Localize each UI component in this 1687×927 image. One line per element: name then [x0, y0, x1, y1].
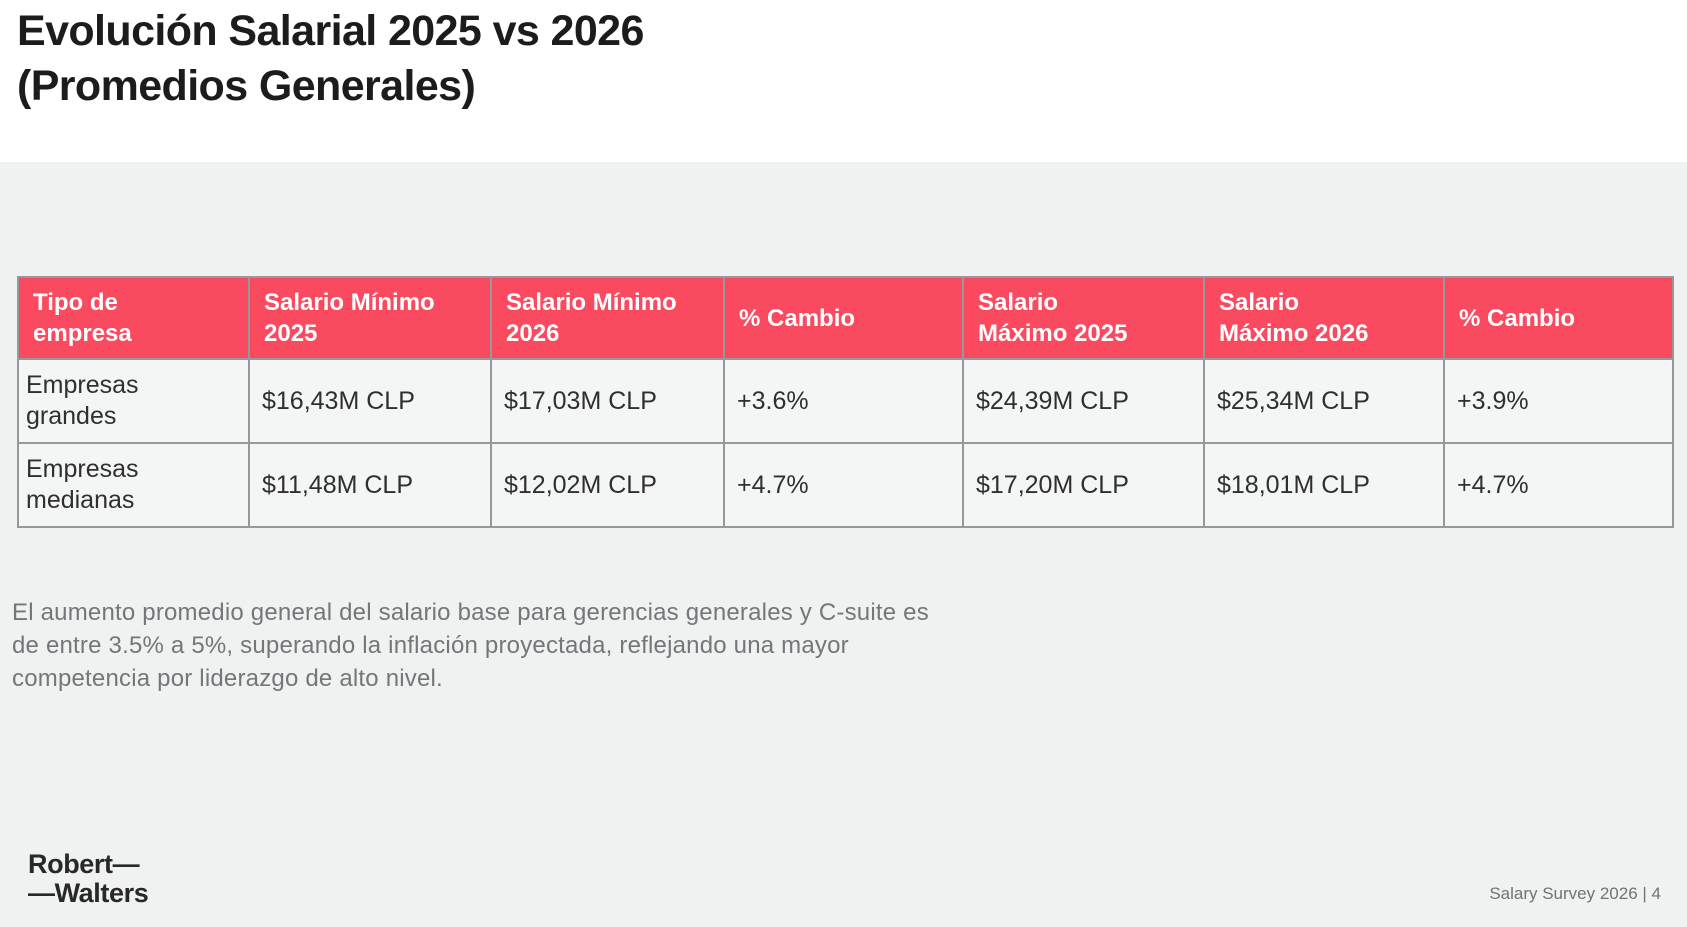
summary-note-line-3: competencia por liderazgo de alto nivel. — [12, 665, 443, 692]
cell-salario-maximo-2025: $24,39M CLP — [962, 358, 1205, 444]
col-header-cambio-maximo: % Cambio — [1443, 276, 1674, 360]
logo-line-2: —Walters — [28, 878, 149, 908]
cell-salario-maximo-2025: $17,20M CLP — [962, 442, 1205, 528]
summary-note-line-2: de entre 3.5% a 5%, superando la inflaci… — [12, 632, 849, 659]
title-section: Evolución Salarial 2025 vs 2026 (Promedi… — [0, 0, 1687, 162]
table-row-empresas-grandes: Empresas grandes $16,43M CLP $17,03M CLP… — [17, 358, 1674, 444]
page-number-label: Salary Survey 2026 | 4 — [1489, 884, 1661, 903]
table-header-row: Tipo de empresa Salario Mínimo 2025 Sala… — [17, 276, 1674, 360]
cell-salario-minimo-2025: $16,43M CLP — [248, 358, 492, 444]
cell-tipo-empresa: Empresas grandes — [17, 358, 250, 444]
summary-note-line-1: El aumento promedio general del salario … — [12, 599, 929, 626]
col-header-salario-minimo-2026: Salario Mínimo 2026 — [490, 276, 725, 360]
robert-walters-logo: Robert— —Walters — [28, 849, 149, 908]
page-title-line-2: (Promedios Generales) — [17, 62, 476, 110]
table-row-empresas-medianas: Empresas medianas $11,48M CLP $12,02M CL… — [17, 442, 1674, 528]
page-title-line-1: Evolución Salarial 2025 vs 2026 — [17, 7, 644, 55]
cell-salario-minimo-2026: $12,02M CLP — [490, 442, 725, 528]
cell-cambio-minimo: +4.7% — [723, 442, 964, 528]
page-title: Evolución Salarial 2025 vs 2026 (Promedi… — [17, 4, 644, 114]
cell-salario-minimo-2025: $11,48M CLP — [248, 442, 492, 528]
summary-note: El aumento promedio general del salario … — [12, 596, 929, 695]
col-header-cambio-minimo: % Cambio — [723, 276, 964, 360]
cell-tipo-empresa: Empresas medianas — [17, 442, 250, 528]
cell-cambio-minimo: +3.6% — [723, 358, 964, 444]
cell-cambio-maximo: +3.9% — [1443, 358, 1674, 444]
logo-line-1: Robert— — [28, 849, 140, 879]
salary-comparison-table: Tipo de empresa Salario Mínimo 2025 Sala… — [17, 276, 1674, 528]
col-header-salario-maximo-2026: Salario Máximo 2026 — [1203, 276, 1445, 360]
col-header-salario-maximo-2025: Salario Máximo 2025 — [962, 276, 1205, 360]
cell-salario-minimo-2026: $17,03M CLP — [490, 358, 725, 444]
content-section: Tipo de empresa Salario Mínimo 2025 Sala… — [0, 162, 1687, 927]
col-header-tipo-de-empresa: Tipo de empresa — [17, 276, 250, 360]
cell-cambio-maximo: +4.7% — [1443, 442, 1674, 528]
cell-salario-maximo-2026: $18,01M CLP — [1203, 442, 1445, 528]
cell-salario-maximo-2026: $25,34M CLP — [1203, 358, 1445, 444]
col-header-salario-minimo-2025: Salario Mínimo 2025 — [248, 276, 492, 360]
